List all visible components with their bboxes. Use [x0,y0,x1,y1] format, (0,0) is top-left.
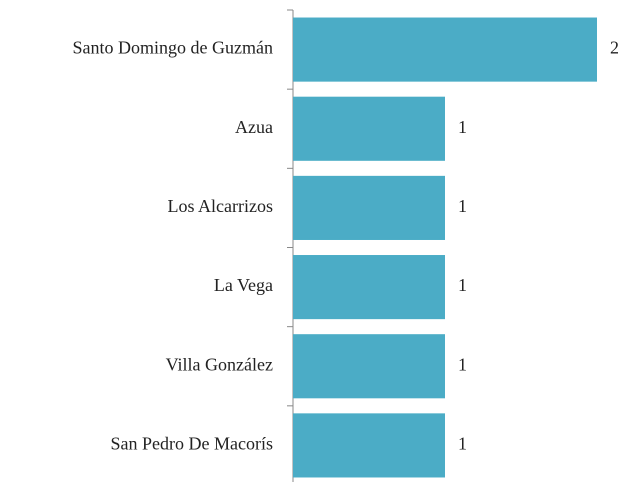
bar [293,334,445,399]
bar [293,96,445,161]
category-label: San Pedro De Macorís [111,434,273,454]
value-label: 2 [610,38,619,58]
bar [293,413,445,478]
bar [293,17,597,82]
category-label: La Vega [214,275,273,295]
value-label: 1 [458,196,467,216]
category-label: Los Alcarrizos [168,196,273,216]
value-label: 1 [458,117,467,137]
bar [293,175,445,240]
category-label: Villa González [166,354,273,374]
category-label: Azua [235,117,273,137]
bar [293,255,445,320]
category-label: Santo Domingo de Guzmán [73,38,273,58]
value-label: 1 [458,275,467,295]
value-label: 1 [458,354,467,374]
value-label: 1 [458,434,467,454]
